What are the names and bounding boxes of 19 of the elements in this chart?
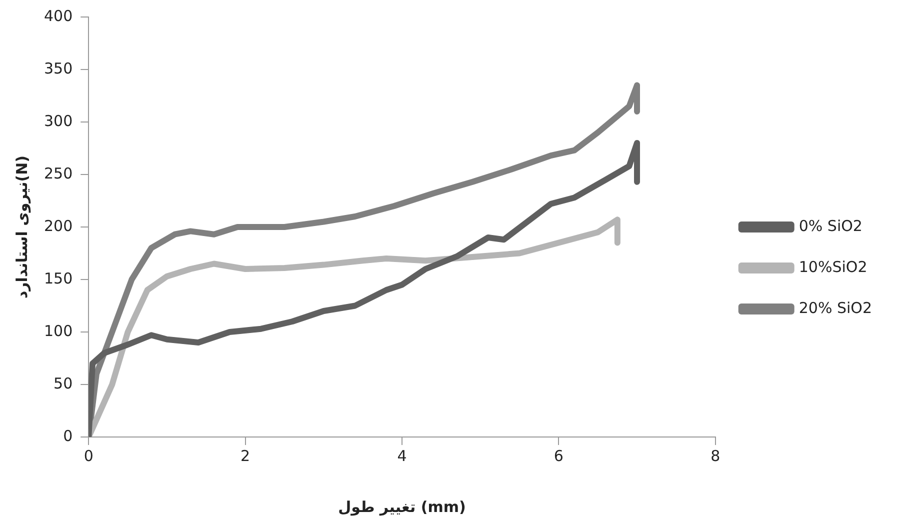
y-tick-label: 250 [44, 164, 73, 182]
y-tick-label: 300 [44, 112, 73, 130]
legend-label: 10%SiO2 [798, 258, 868, 276]
y-tick-label: 100 [44, 322, 73, 340]
y-tick-label: 200 [44, 216, 73, 235]
legend-label: 20% SiO2 [798, 298, 872, 317]
y-tick-label: 50 [54, 374, 73, 392]
y-tick-label: 0 [63, 426, 73, 445]
y-axis-title: نیروی استاندارد(N) [12, 155, 31, 299]
x-tick-label: 8 [710, 446, 720, 465]
x-tick-label: 0 [84, 446, 94, 465]
y-tick-label: 400 [44, 6, 73, 25]
x-tick-label: 4 [397, 446, 407, 465]
legend-label: 0% SiO2 [798, 216, 862, 235]
y-tick-label: 350 [44, 59, 73, 78]
x-axis-title: تغییر طول (mm) [338, 498, 466, 516]
y-tick-label: 150 [44, 269, 73, 288]
x-tick-label: 2 [240, 446, 250, 465]
x-tick-label: 6 [554, 446, 564, 465]
